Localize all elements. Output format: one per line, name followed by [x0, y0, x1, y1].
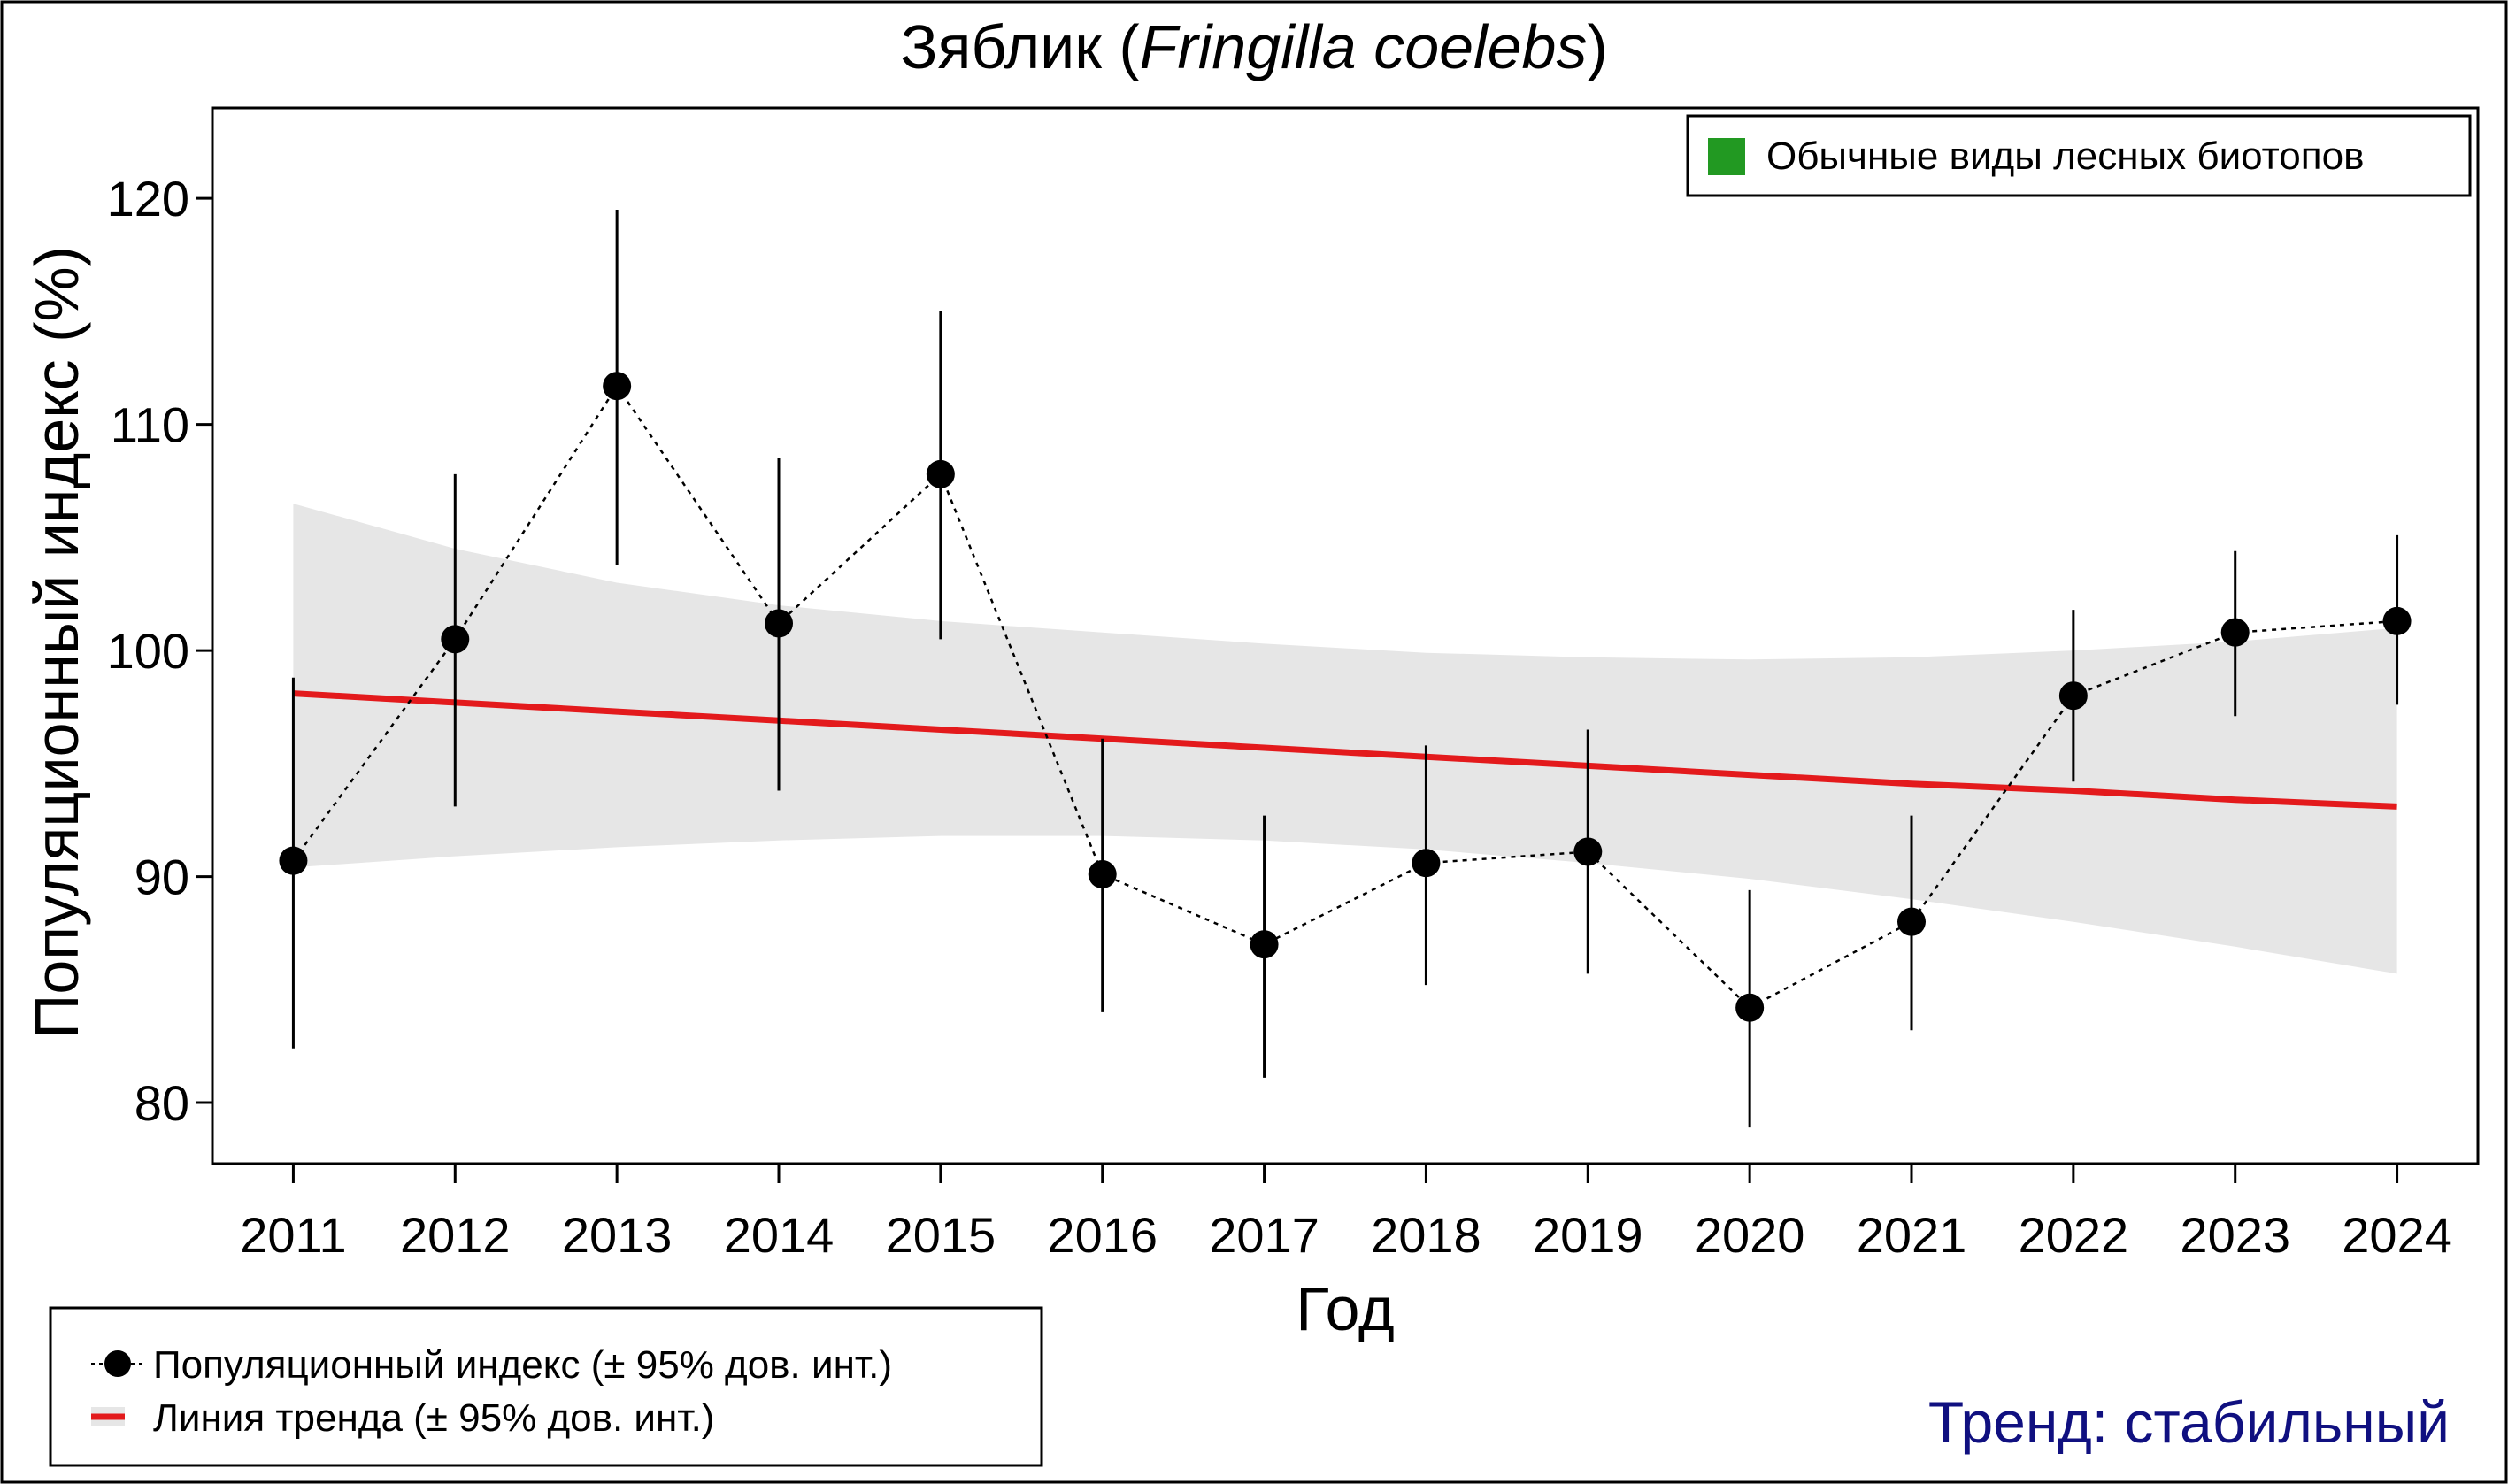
trend-summary: Тренд: стабильный — [1928, 1389, 2450, 1455]
series-legend: Популяционный индекс (± 95% дов. инт.) Л… — [49, 1306, 1043, 1467]
x-tick-label-2017: 2017 — [1209, 1207, 1319, 1263]
category-legend-box — [1686, 114, 2472, 197]
legend-index-label: Популяционный индекс (± 95% дов. инт.) — [153, 1343, 892, 1387]
y-tick-label-110: 110 — [111, 397, 189, 453]
x-tick-label-2015: 2015 — [886, 1207, 996, 1263]
x-tick-label-2019: 2019 — [1533, 1207, 1643, 1263]
x-tick-label-2020: 2020 — [1695, 1207, 1805, 1263]
x-tick-label-2011: 2011 — [240, 1207, 346, 1263]
chart-title-species: Fringilla coelebs — [1140, 12, 1588, 81]
data-point-2014 — [765, 609, 793, 638]
x-tick-label-2012: 2012 — [400, 1207, 511, 1263]
x-axis: 2011 2012 2013 2014 2015 2016 2017 2018 2019 2020… — [240, 1164, 2452, 1263]
chart-title-suffix: ) — [1587, 12, 1607, 81]
x-tick-label-2021: 2021 — [1857, 1207, 1967, 1263]
data-point-2011 — [279, 846, 308, 875]
x-tick-label-2023: 2023 — [2180, 1207, 2290, 1263]
data-point-2015 — [926, 459, 955, 488]
data-point-2023 — [2220, 618, 2250, 647]
x-tick-label-2022: 2022 — [2019, 1207, 2129, 1263]
y-tick-label-80: 80 — [135, 1075, 189, 1131]
data-point-2013 — [603, 372, 632, 401]
data-point-2022 — [2058, 681, 2088, 711]
legend-index-marker — [104, 1350, 131, 1377]
x-axis-title: Год — [1296, 1274, 1394, 1343]
data-point-2016 — [1088, 860, 1117, 889]
data-point-2021 — [1897, 907, 1926, 936]
series-legend-box — [49, 1306, 1043, 1467]
x-tick-label-2014: 2014 — [724, 1207, 835, 1263]
trend-confidence-band — [293, 504, 2397, 974]
trend-band-layer — [293, 504, 2397, 974]
category-legend: Обычные виды лесных биотопов — [1686, 114, 2472, 197]
trend-line-layer — [293, 690, 2397, 810]
category-color-swatch — [1708, 138, 1745, 175]
data-point-2017 — [1250, 930, 1279, 959]
x-tick-label-2016: 2016 — [1047, 1207, 1158, 1263]
trend-line — [293, 690, 2397, 810]
data-point-2019 — [1573, 837, 1603, 866]
data-point-2024 — [2382, 606, 2412, 635]
x-tick-label-2013: 2013 — [562, 1207, 673, 1263]
chart-title-prefix: Зяблик ( — [900, 12, 1139, 81]
x-tick-label-2018: 2018 — [1371, 1207, 1481, 1263]
y-axis: 80 90 100 110 120 — [107, 171, 212, 1131]
y-tick-label-90: 90 — [135, 850, 189, 905]
y-axis-title: Популяционный индекс (%) — [22, 246, 91, 1039]
chart-title: Зяблик (Fringilla coelebs) — [900, 12, 1608, 81]
legend-trend-label: Линия тренда (± 95% дов. инт.) — [153, 1396, 714, 1440]
y-tick-label-120: 120 — [107, 171, 189, 227]
category-legend-label: Обычные виды лесных биотопов — [1766, 135, 2364, 178]
x-tick-label-2024: 2024 — [2342, 1207, 2452, 1263]
data-point-2020 — [1735, 993, 1765, 1022]
y-tick-label-100: 100 — [107, 623, 189, 679]
data-point-2018 — [1412, 849, 1441, 878]
data-point-2012 — [441, 625, 470, 654]
point-layer — [279, 372, 2412, 1022]
